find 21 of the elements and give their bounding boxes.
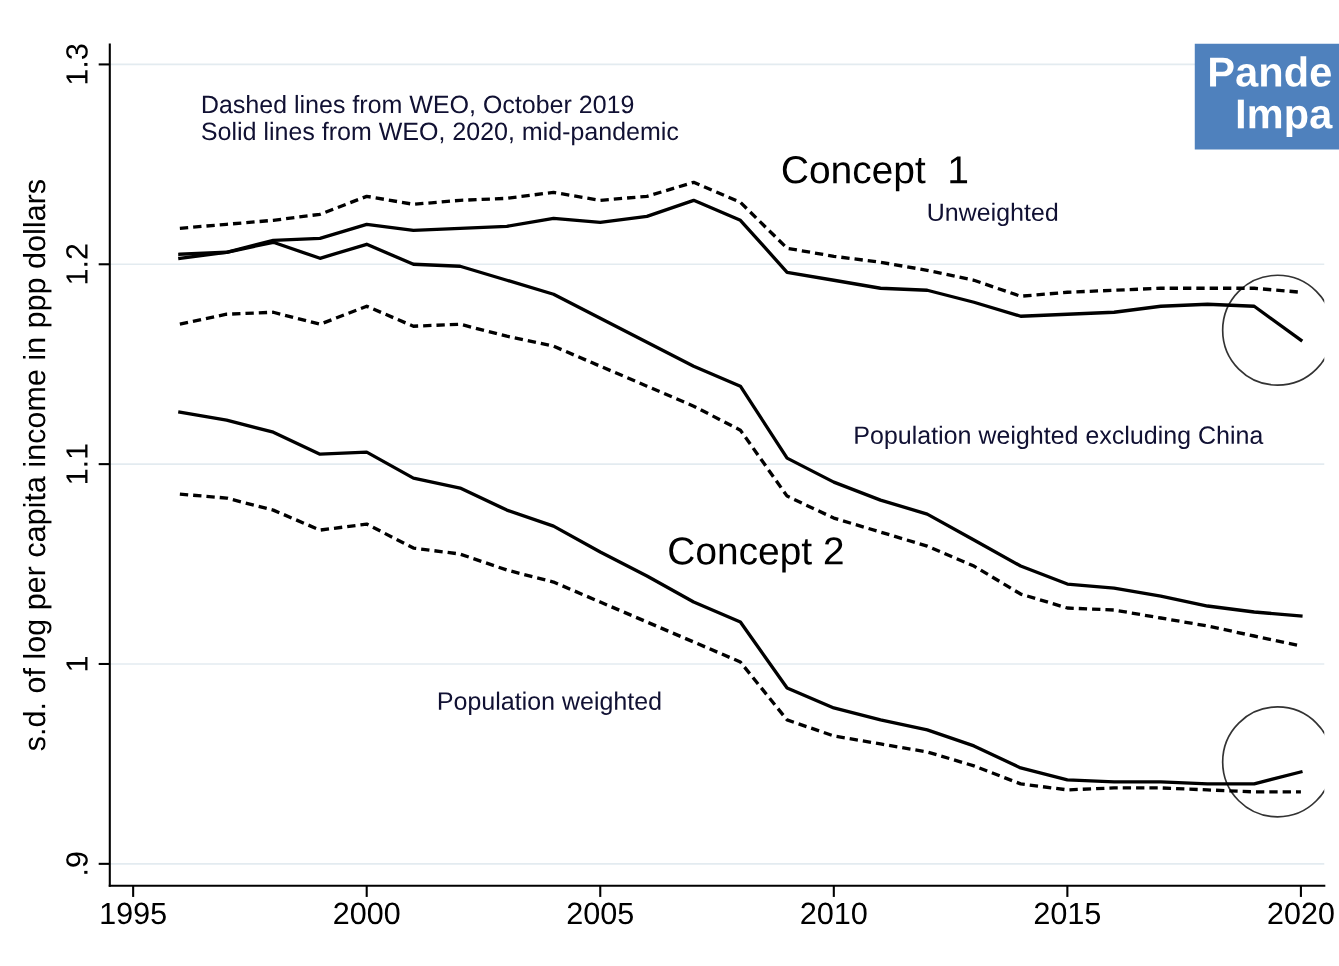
annotation: Unweighted: [928, 202, 1058, 227]
annotation: Concept 2: [669, 537, 843, 573]
y-axis-title: s.d. of log per capita income in ppp dollars: [22, 180, 52, 751]
annotation: Pande Impa: [1210, 56, 1333, 137]
x-tick-label: 2020: [1268, 902, 1334, 925]
line-series: [178, 492, 1303, 794]
x-tick-label: 1995: [101, 902, 166, 925]
annotation: Concept 1: [782, 156, 968, 192]
x-tick-label: 2015: [1034, 902, 1101, 925]
y-tick-label: 1: [66, 656, 88, 671]
y-tick-label: 1.1: [66, 444, 88, 484]
x-tick-label: 2010: [801, 902, 867, 925]
annotation: Population weighted: [438, 691, 661, 715]
x-tick-label: 2005: [567, 902, 633, 925]
x-tick-label: 2000: [334, 902, 400, 925]
line-series: [178, 410, 1303, 786]
y-tick-label: 1.2: [66, 244, 88, 284]
y-tick-label: 1.3: [66, 44, 88, 84]
y-tick-label: .9: [66, 852, 88, 874]
annotation: Population weighted excluding China: [855, 425, 1264, 450]
annotation: Dashed lines from WEO, October 2019 Solid lines from WEO, 2020, mid-pandemic: [202, 94, 679, 146]
